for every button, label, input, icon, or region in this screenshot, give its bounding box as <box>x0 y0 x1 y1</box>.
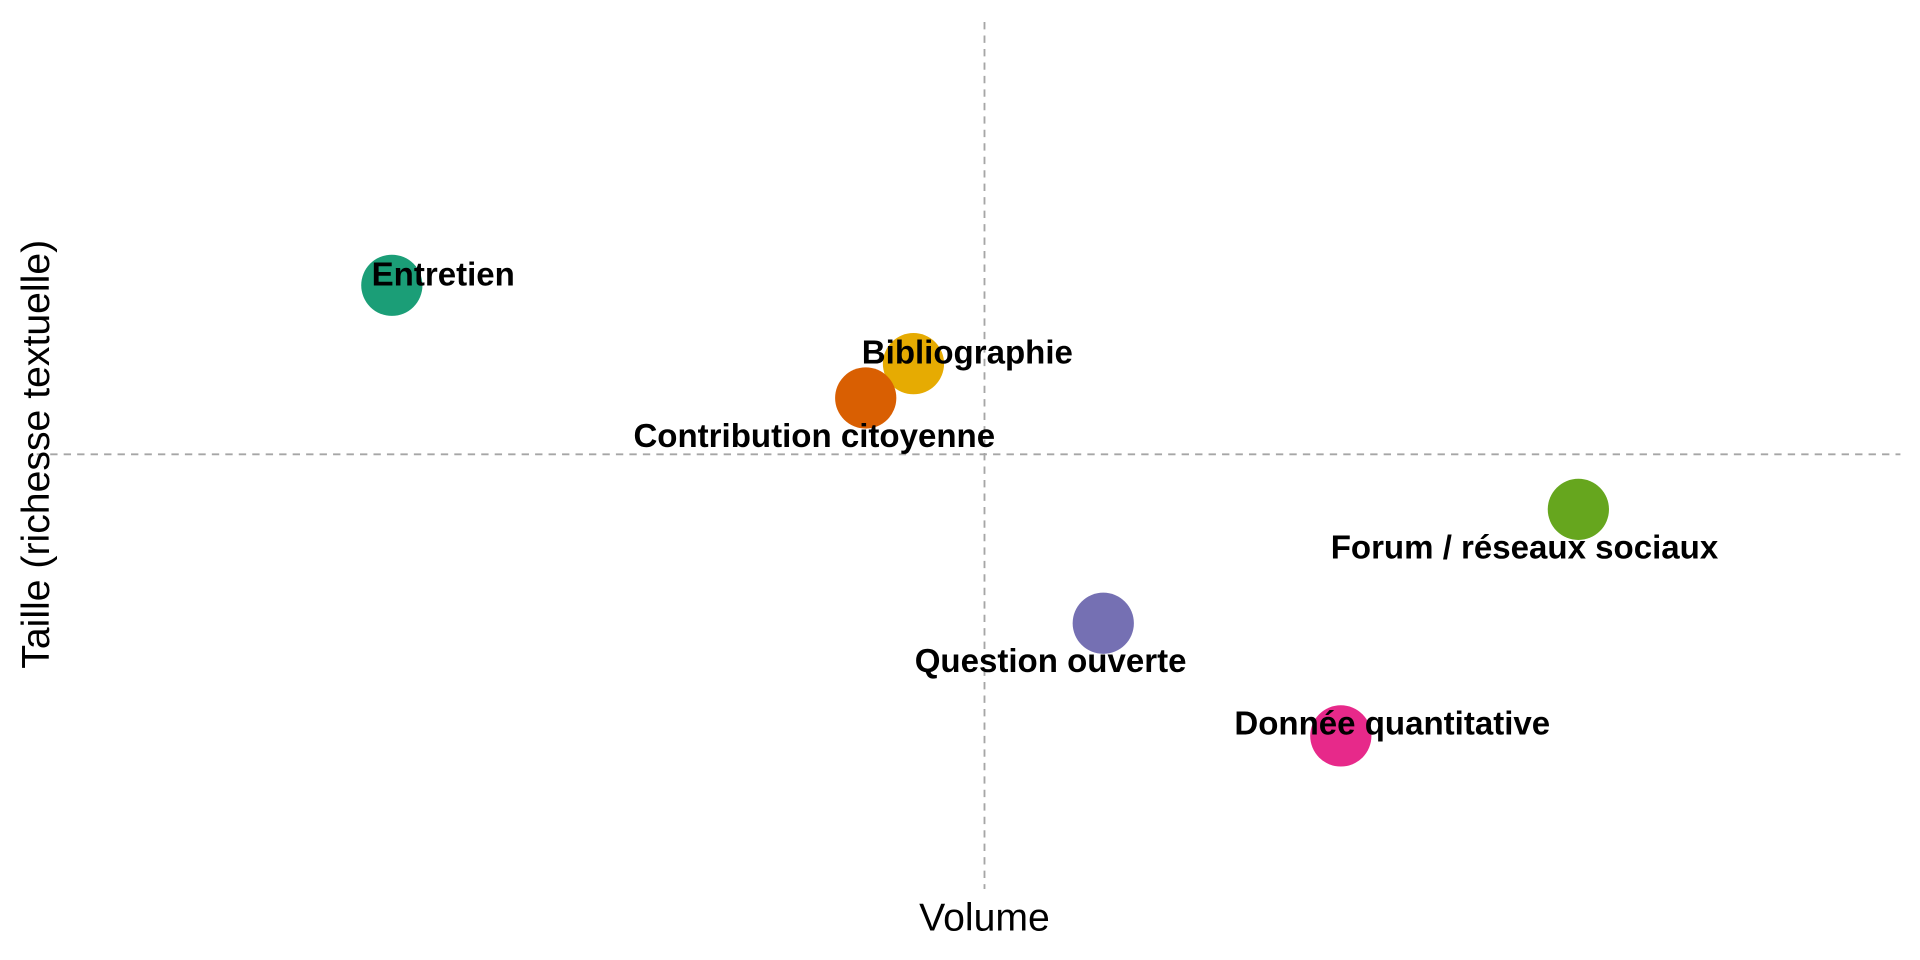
data-label: Forum / réseaux sociaux <box>1331 529 1719 566</box>
data-label: Contribution citoyenne <box>633 418 995 455</box>
data-point <box>835 367 897 429</box>
data-point <box>882 333 945 395</box>
data-label: Entretien <box>372 256 515 293</box>
data-point <box>1547 478 1609 540</box>
x-axis-title: Volume <box>919 897 1050 940</box>
y-axis-title: Taille (richesse textuelle) <box>15 240 58 669</box>
data-point <box>1310 705 1372 767</box>
data-label: Bibliographie <box>862 335 1073 372</box>
data-point <box>361 254 423 316</box>
data-label: Question ouverte <box>915 643 1187 680</box>
data-label: Donnée quantitative <box>1234 706 1550 743</box>
data-point <box>1072 592 1134 654</box>
